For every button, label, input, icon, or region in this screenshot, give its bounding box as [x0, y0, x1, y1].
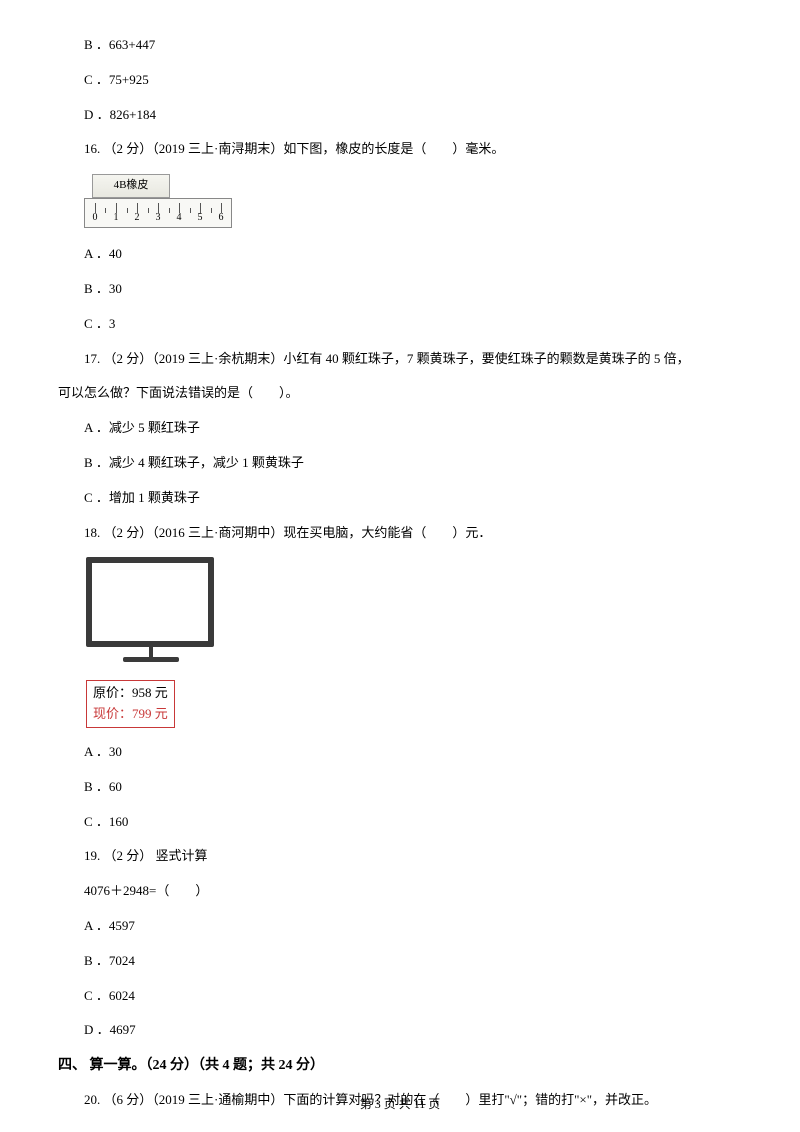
q16-option-b: B ．30 [58, 279, 742, 300]
option-d: D ．826+184 [58, 105, 742, 126]
ruler-num-1: 1 [114, 210, 119, 226]
question-17-line1: 17. （2 分）（2019 三上·余杭期末）小红有 40 颗红珠子，7 颗黄珠… [58, 349, 742, 370]
tv-figure [86, 557, 216, 662]
q19-option-c: C ．6024 [58, 986, 742, 1007]
ruler-num-2: 2 [135, 210, 140, 226]
section-4-header: 四、 算一算。（24 分）（共 4 题；共 24 分） [58, 1055, 742, 1077]
q16-option-a: A ．40 [58, 244, 742, 265]
q19-option-a: A ．4597 [58, 916, 742, 937]
ruler-num-4: 4 [177, 210, 182, 226]
question-19: 19. （2 分） 竖式计算 [58, 846, 742, 867]
current-price: 现价：799 元 [93, 704, 168, 725]
tv-stand-icon [149, 647, 153, 657]
ruler-num-6: 6 [219, 210, 224, 226]
question-16: 16. （2 分）（2019 三上·南浔期末）如下图，橡皮的长度是（ ）毫米。 [58, 139, 742, 160]
q19-option-b: B ．7024 [58, 951, 742, 972]
q16-option-c: C ．3 [58, 314, 742, 335]
q17-option-a: A ．减少 5 颗红珠子 [58, 418, 742, 439]
q18-option-a: A ．30 [58, 742, 742, 763]
original-price: 原价：958 元 [93, 683, 168, 704]
tv-screen-icon [86, 557, 214, 647]
option-b: B ．663+447 [58, 35, 742, 56]
q17-option-c: C ．增加 1 颗黄珠子 [58, 488, 742, 509]
ruler-num-5: 5 [198, 210, 203, 226]
q17-option-b: B ．减少 4 颗红珠子，减少 1 颗黄珠子 [58, 453, 742, 474]
question-18: 18. （2 分）（2016 三上·商河期中）现在买电脑，大约能省（ ）元． [58, 523, 742, 544]
ruler-num-3: 3 [156, 210, 161, 226]
q19-expression: 4076＋2948=（ ） [58, 881, 742, 902]
q19-option-d: D ．4697 [58, 1020, 742, 1041]
tv-base-icon [123, 657, 179, 662]
ruler-icon: 0 1 2 3 4 5 6 [84, 198, 232, 228]
question-17-line2: 可以怎么做？下面说法错误的是（ ）。 [58, 383, 742, 404]
q18-option-b: B ．60 [58, 777, 742, 798]
ruler-figure: 4B橡皮 0 1 2 3 4 5 6 [84, 174, 234, 228]
option-c: C ．75+925 [58, 70, 742, 91]
eraser-icon: 4B橡皮 [92, 174, 170, 198]
price-box: 原价：958 元 现价：799 元 [86, 680, 175, 728]
ruler-num-0: 0 [93, 210, 98, 226]
page-footer: 第 3 页 共 11 页 [0, 1095, 800, 1114]
q18-option-c: C ．160 [58, 812, 742, 833]
